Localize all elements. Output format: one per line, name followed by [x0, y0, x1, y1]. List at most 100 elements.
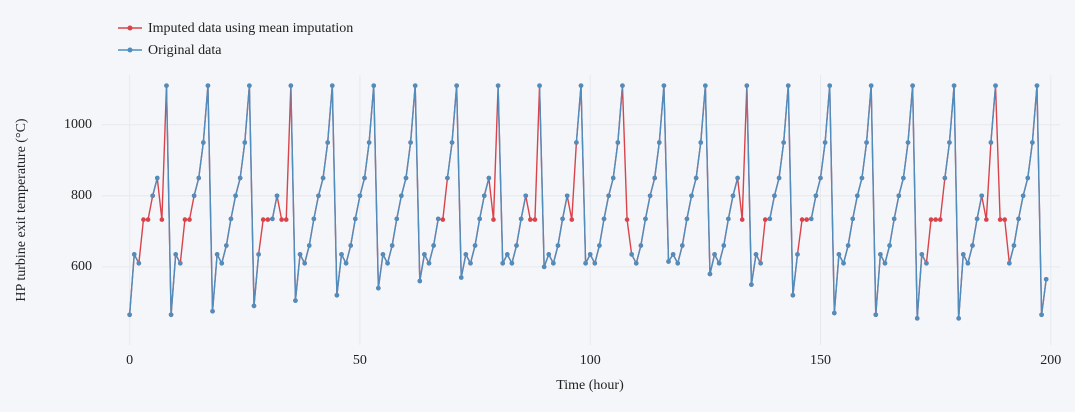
- legend: Imputed data using mean imputation Origi…: [118, 21, 353, 58]
- data-point: [924, 260, 929, 266]
- data-point: [417, 278, 423, 284]
- data-point: [712, 252, 717, 257]
- data-point: [320, 175, 326, 181]
- data-point: [196, 175, 202, 181]
- data-point: [942, 175, 948, 181]
- data-point: [574, 140, 579, 145]
- legend-label: Imputed data using mean imputation: [148, 21, 353, 36]
- data-point: [670, 252, 676, 257]
- data-point: [458, 275, 464, 280]
- data-point: [403, 175, 409, 181]
- data-point: [772, 193, 777, 199]
- data-point: [546, 252, 552, 257]
- data-point: [283, 217, 289, 222]
- data-point: [380, 252, 386, 257]
- data-point: [735, 175, 740, 181]
- data-point: [790, 292, 796, 298]
- data-point: [643, 216, 648, 222]
- data-point: [560, 216, 565, 222]
- data-point: [928, 217, 934, 222]
- data-point: [808, 216, 814, 222]
- data-point: [703, 83, 708, 88]
- data-point: [578, 83, 584, 88]
- data-point: [495, 83, 501, 88]
- data-point: [389, 243, 395, 248]
- data-point: [297, 252, 303, 257]
- data-point: [385, 260, 390, 266]
- data-point: [449, 140, 455, 145]
- data-point: [233, 193, 238, 199]
- data-point: [878, 252, 883, 257]
- data-point: [214, 252, 220, 257]
- data-point: [781, 140, 786, 145]
- data-point: [758, 260, 763, 266]
- data-point: [159, 217, 165, 222]
- data-point: [210, 308, 215, 314]
- data-point: [394, 216, 400, 222]
- data-point: [956, 316, 961, 321]
- data-point: [813, 193, 819, 199]
- data-point: [173, 252, 178, 257]
- data-point: [993, 83, 998, 88]
- data-point: [440, 217, 446, 222]
- data-point: [799, 217, 805, 222]
- data-point: [744, 83, 750, 88]
- data-point: [279, 217, 284, 222]
- data-point: [399, 193, 404, 199]
- data-point: [182, 217, 188, 222]
- data-point: [583, 260, 588, 266]
- data-point: [910, 83, 915, 88]
- data-point: [868, 83, 874, 88]
- data-point: [629, 252, 634, 257]
- data-point: [914, 316, 920, 321]
- data-point: [302, 260, 307, 266]
- data-point: [187, 217, 192, 222]
- data-point: [597, 243, 602, 248]
- data-point: [274, 193, 280, 199]
- data-point: [555, 243, 561, 248]
- x-tick-label: 0: [126, 353, 133, 368]
- data-point: [472, 243, 478, 248]
- data-point: [164, 83, 169, 88]
- data-point: [698, 140, 704, 145]
- data-point: [841, 260, 846, 266]
- data-point: [721, 243, 727, 248]
- y-tick-label: 600: [71, 259, 92, 274]
- data-point: [804, 217, 809, 222]
- data-point: [154, 175, 160, 181]
- x-tick-label: 200: [1040, 353, 1061, 368]
- data-point: [500, 260, 506, 266]
- data-point: [357, 193, 363, 199]
- data-point: [905, 140, 911, 145]
- x-axis-label: Time (hour): [556, 378, 624, 393]
- legend-marker: [127, 25, 133, 31]
- data-point: [228, 216, 234, 222]
- data-point: [260, 217, 266, 222]
- data-point: [306, 243, 312, 248]
- data-point: [979, 193, 985, 199]
- data-point: [431, 243, 436, 248]
- data-point: [191, 193, 197, 199]
- data-point: [675, 260, 681, 266]
- data-point: [366, 140, 372, 145]
- data-point: [265, 217, 271, 222]
- data-point: [1020, 193, 1026, 199]
- data-point: [970, 243, 975, 248]
- data-point: [836, 252, 842, 257]
- data-point: [615, 140, 621, 145]
- data-point: [730, 193, 736, 199]
- data-point: [532, 217, 538, 222]
- data-point: [891, 216, 897, 222]
- data-point: [136, 260, 142, 266]
- data-point: [177, 260, 183, 266]
- y-axis-label: HP turbine exit temperature (°C): [14, 118, 29, 301]
- data-point: [131, 252, 137, 257]
- data-point: [947, 140, 952, 145]
- data-point: [343, 260, 349, 266]
- x-tick-label: 150: [810, 353, 831, 368]
- data-point: [827, 83, 833, 88]
- data-point: [901, 175, 906, 181]
